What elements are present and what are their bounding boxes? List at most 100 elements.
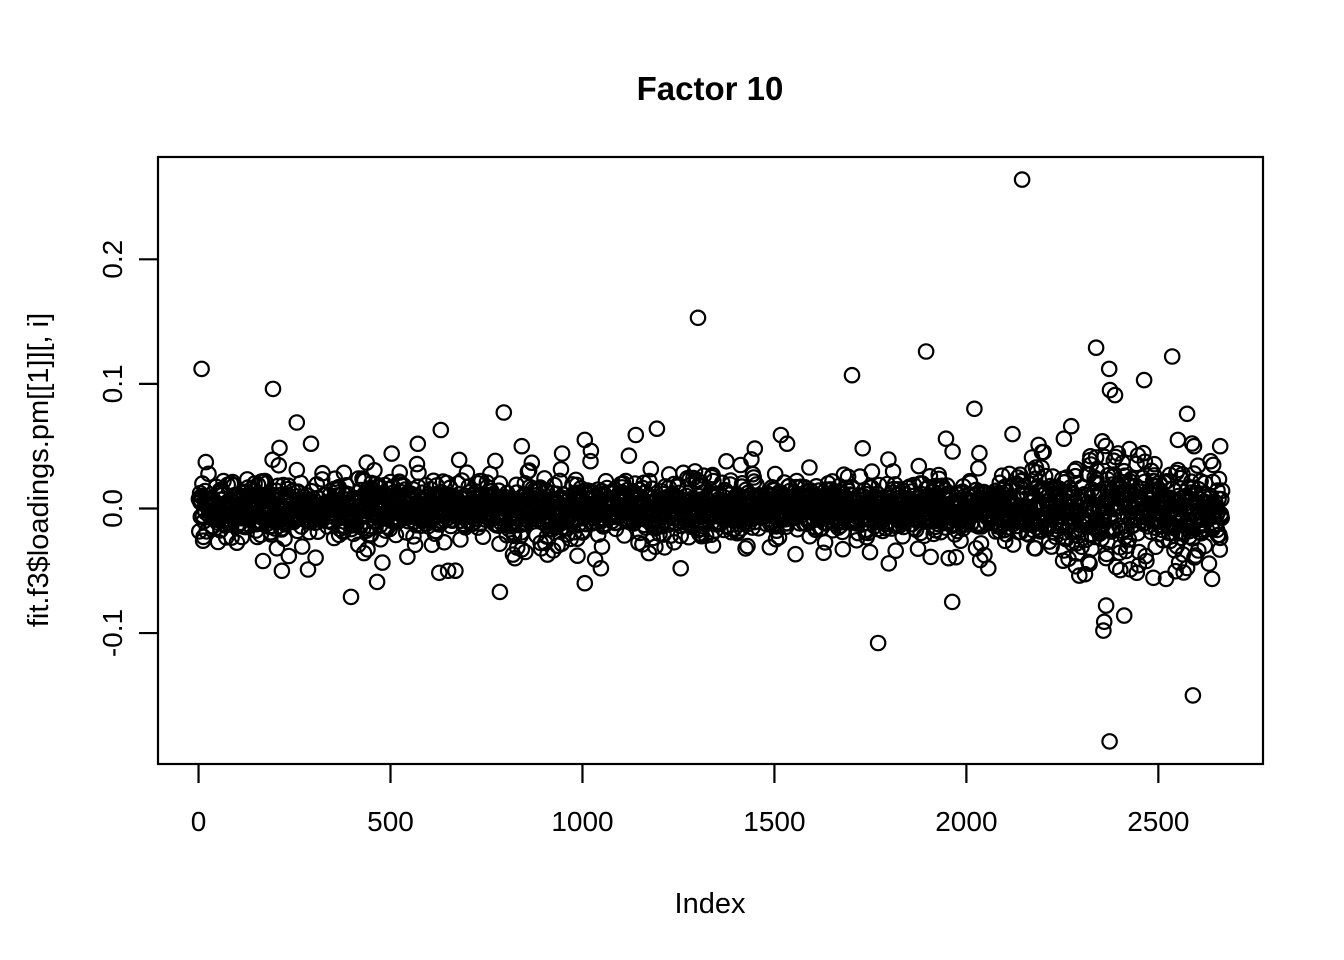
data-point bbox=[718, 452, 735, 470]
data-point bbox=[713, 474, 731, 492]
data-point bbox=[746, 440, 764, 457]
data-point bbox=[447, 562, 464, 579]
data-point bbox=[520, 462, 538, 479]
data-point bbox=[739, 537, 756, 555]
data-point bbox=[1210, 470, 1228, 488]
data-point bbox=[200, 465, 217, 483]
outlier-point bbox=[1163, 348, 1181, 365]
data-point bbox=[374, 554, 391, 571]
data-point bbox=[307, 549, 324, 566]
outlier-point bbox=[1115, 607, 1133, 624]
outlier-point bbox=[193, 360, 210, 378]
outlier-point bbox=[1185, 437, 1203, 455]
x-tick-label: 2000 bbox=[935, 806, 997, 837]
data-point bbox=[586, 551, 604, 568]
outlier-point bbox=[273, 562, 291, 580]
data-point bbox=[215, 472, 232, 490]
data-point bbox=[737, 540, 754, 557]
data-point bbox=[293, 538, 311, 555]
data-point bbox=[1087, 449, 1105, 466]
data-point bbox=[910, 457, 928, 475]
data-point bbox=[704, 537, 722, 554]
data-point bbox=[1083, 540, 1100, 558]
data-point bbox=[1213, 509, 1230, 527]
data-point bbox=[1004, 425, 1021, 443]
outlier-point bbox=[1097, 597, 1115, 614]
data-point bbox=[309, 523, 327, 540]
outlier-point bbox=[1095, 622, 1112, 639]
data-point bbox=[887, 542, 904, 559]
data-point bbox=[1097, 437, 1114, 455]
x-axis-label: Index bbox=[675, 888, 746, 920]
data-point bbox=[523, 454, 541, 471]
data-point bbox=[271, 439, 288, 457]
data-point bbox=[894, 527, 911, 545]
data-point bbox=[372, 530, 389, 548]
outlier-point bbox=[1135, 371, 1153, 389]
outlier-point bbox=[1101, 381, 1119, 399]
plot-box bbox=[156, 155, 1265, 766]
data-point bbox=[1033, 459, 1050, 476]
data-point bbox=[1135, 444, 1152, 462]
data-point bbox=[815, 544, 832, 562]
data-point bbox=[655, 526, 672, 543]
data-point bbox=[1202, 452, 1219, 470]
outlier-point bbox=[302, 435, 320, 452]
x-tick-label: 1500 bbox=[743, 806, 805, 837]
data-point bbox=[593, 538, 611, 555]
outlier-point bbox=[576, 431, 594, 449]
data-point bbox=[1204, 456, 1222, 474]
data-point bbox=[848, 531, 865, 549]
data-point bbox=[1211, 541, 1229, 558]
data-point bbox=[569, 547, 586, 564]
data-point bbox=[553, 445, 571, 462]
data-point bbox=[952, 532, 969, 550]
outlier-point bbox=[439, 562, 457, 580]
x-tick-label: 500 bbox=[367, 806, 414, 837]
data-point bbox=[767, 530, 785, 548]
outlier-point bbox=[491, 583, 509, 601]
outlier-point bbox=[342, 588, 360, 606]
data-point bbox=[410, 464, 427, 482]
outlier-point bbox=[1211, 437, 1229, 455]
data-point bbox=[922, 548, 939, 566]
data-point bbox=[486, 452, 504, 470]
data-point bbox=[787, 545, 804, 563]
outlier-point bbox=[943, 593, 961, 611]
outlier-point bbox=[1178, 405, 1196, 423]
data-point bbox=[1200, 555, 1218, 572]
data-point bbox=[355, 544, 373, 562]
data-point bbox=[270, 456, 288, 474]
outlier-point bbox=[869, 634, 887, 652]
outlier-point bbox=[1184, 687, 1202, 704]
x-tick-label: 1000 bbox=[551, 806, 613, 837]
data-point bbox=[1112, 561, 1129, 579]
outlier-point bbox=[1055, 430, 1073, 447]
outlier-point bbox=[627, 426, 645, 444]
data-point bbox=[1203, 570, 1221, 588]
data-point bbox=[574, 524, 591, 541]
y-tick-label: 0.2 bbox=[97, 240, 128, 279]
data-point bbox=[582, 452, 599, 470]
data-point bbox=[940, 549, 957, 567]
outlier-point bbox=[1101, 733, 1118, 750]
data-point bbox=[1196, 537, 1214, 555]
data-points-cloud bbox=[190, 425, 1231, 591]
data-point bbox=[854, 439, 871, 457]
data-point bbox=[971, 444, 988, 462]
data-point bbox=[863, 463, 881, 480]
outlier-point bbox=[689, 309, 707, 327]
outlier-point bbox=[288, 414, 306, 431]
data-point bbox=[1128, 564, 1146, 582]
data-point bbox=[335, 464, 353, 482]
data-point bbox=[435, 533, 453, 551]
data-point bbox=[816, 534, 834, 551]
data-point bbox=[228, 534, 246, 551]
data-point bbox=[1027, 540, 1044, 557]
data-point bbox=[1098, 545, 1115, 563]
data-points-outliers bbox=[193, 171, 1229, 750]
data-point bbox=[1167, 562, 1184, 580]
data-point bbox=[1209, 482, 1226, 499]
